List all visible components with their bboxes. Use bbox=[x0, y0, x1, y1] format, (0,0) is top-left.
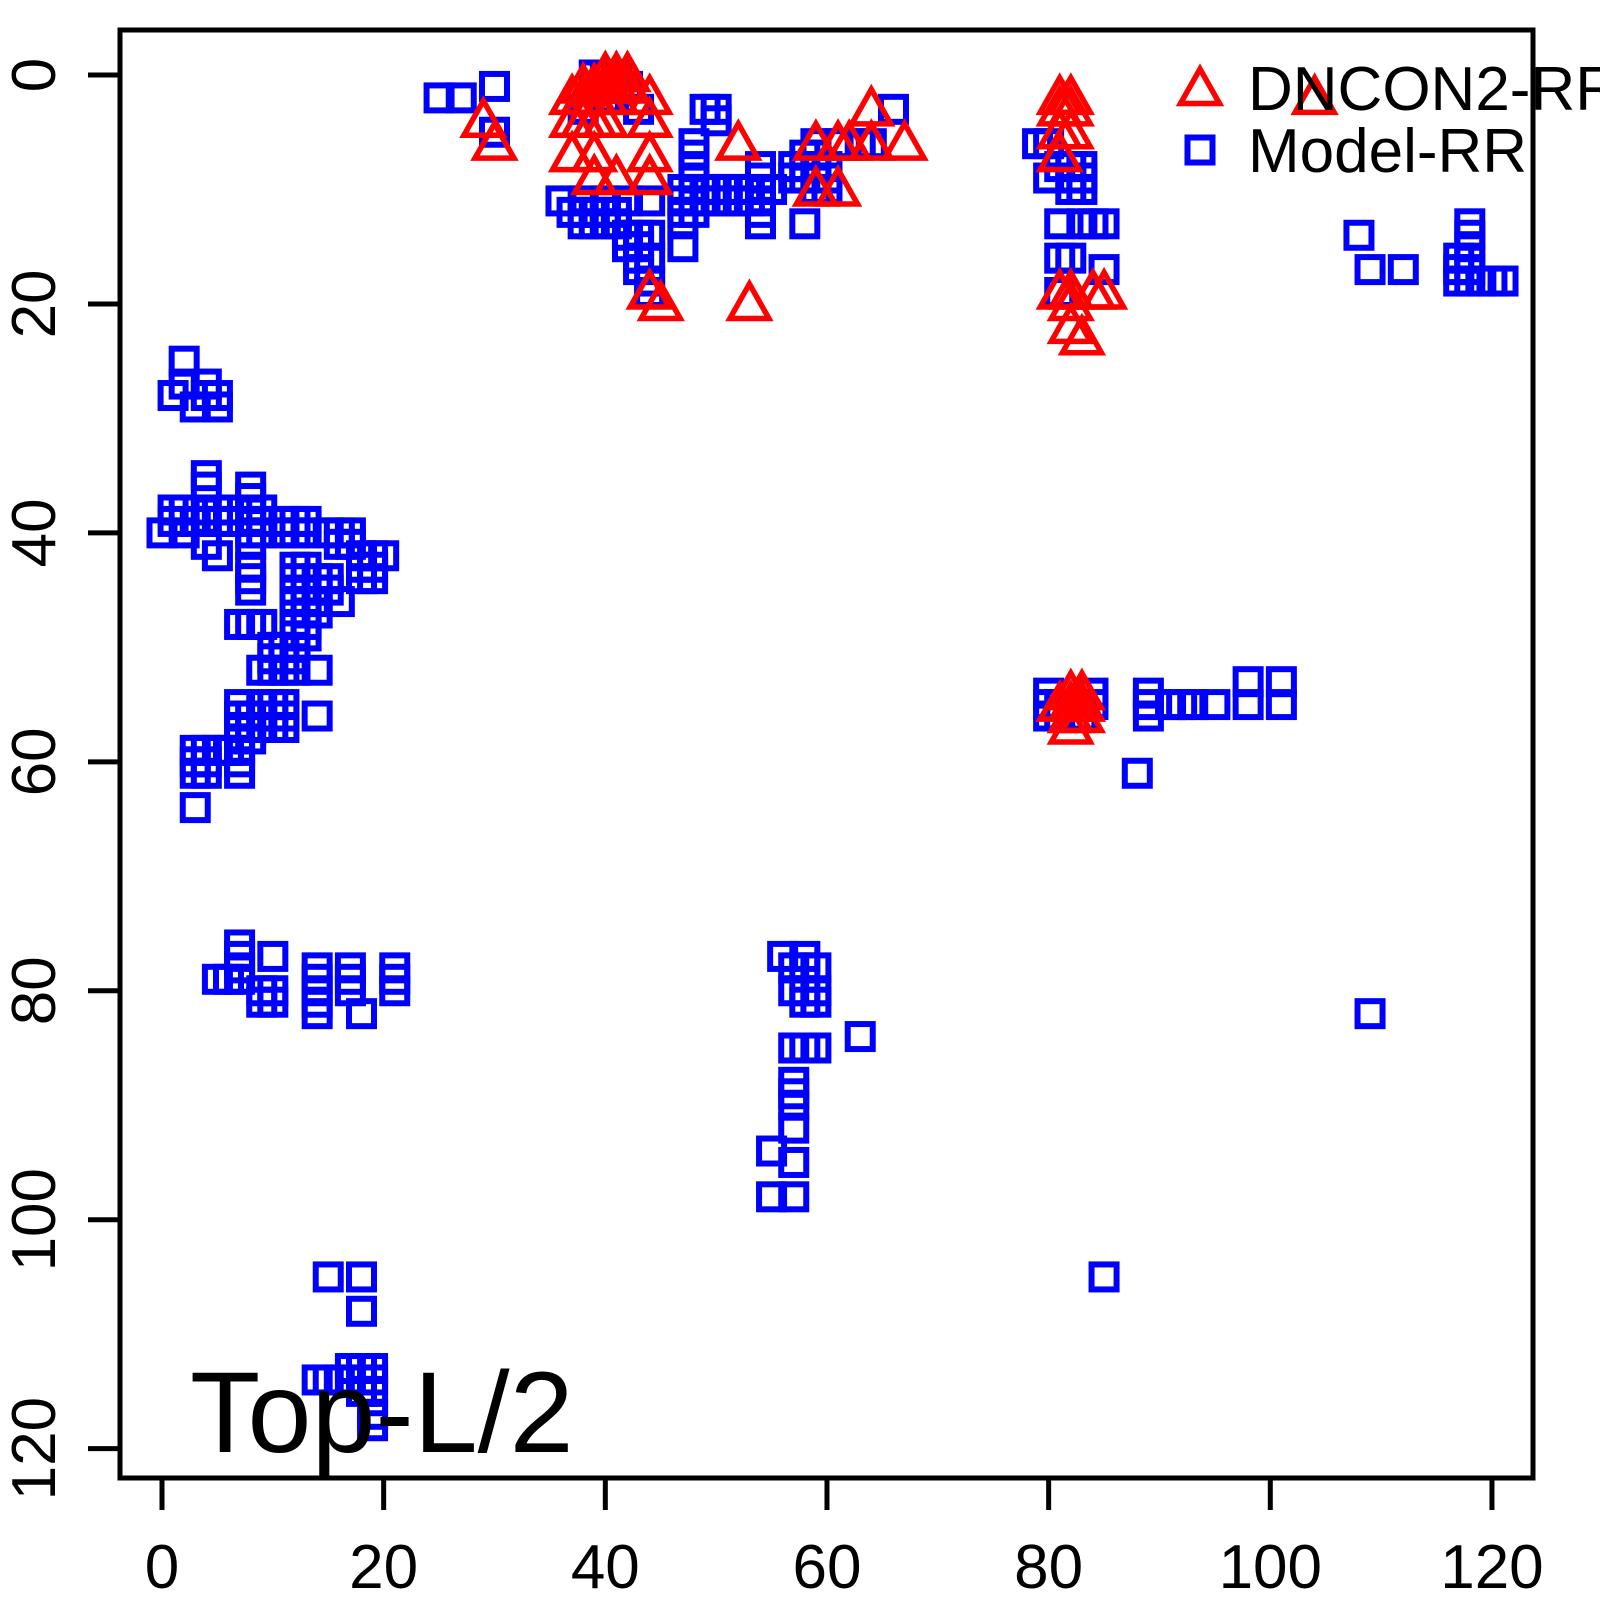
y-tick-label: 80 bbox=[0, 956, 69, 1025]
y-tick-label: 60 bbox=[0, 727, 69, 796]
square-marker bbox=[792, 211, 817, 236]
y-tick-label: 0 bbox=[0, 58, 69, 92]
dncon2-rr-points bbox=[464, 55, 1334, 742]
square-marker bbox=[1346, 223, 1371, 248]
square-marker bbox=[1391, 257, 1416, 282]
plot-annotation: Top-L/2 bbox=[190, 1349, 574, 1477]
square-marker bbox=[183, 795, 208, 820]
x-tick-label: 80 bbox=[1014, 1533, 1083, 1600]
square-marker bbox=[1358, 257, 1383, 282]
square-marker bbox=[349, 1264, 374, 1289]
triangle-marker bbox=[1062, 318, 1101, 353]
square-marker bbox=[305, 704, 330, 729]
triangle-marker bbox=[719, 124, 758, 159]
triangle-marker bbox=[630, 135, 669, 170]
triangle-marker bbox=[885, 124, 924, 159]
y-tick-label: 40 bbox=[0, 498, 69, 567]
y-tick-label: 20 bbox=[0, 269, 69, 338]
y-tick-label: 100 bbox=[0, 1168, 69, 1271]
legend-label-dncon2: DNCON2-RR bbox=[1248, 55, 1600, 124]
square-marker bbox=[260, 944, 285, 969]
square-marker bbox=[349, 1299, 374, 1324]
legend-triangle-icon bbox=[1181, 69, 1220, 104]
square-marker bbox=[848, 1024, 873, 1049]
x-tick-label: 40 bbox=[571, 1533, 640, 1600]
y-tick-label: 120 bbox=[0, 1397, 69, 1500]
legend-label-model: Model-RR bbox=[1248, 117, 1527, 186]
x-tick-label: 60 bbox=[792, 1533, 861, 1600]
legend-square-icon bbox=[1188, 138, 1213, 163]
legend: DNCON2-RR Model-RR bbox=[1181, 55, 1600, 186]
plot-box bbox=[120, 30, 1533, 1478]
x-axis: 0 20 40 60 80 100 120 bbox=[145, 1478, 1544, 1600]
square-marker bbox=[316, 1264, 341, 1289]
model-rr-points bbox=[150, 63, 1516, 1439]
x-tick-label: 120 bbox=[1440, 1533, 1543, 1600]
triangle-marker bbox=[730, 284, 769, 319]
square-marker bbox=[482, 74, 507, 99]
square-marker bbox=[1125, 761, 1150, 786]
square-marker bbox=[1358, 1001, 1383, 1026]
x-tick-label: 20 bbox=[349, 1533, 418, 1600]
y-axis: 0 20 40 60 80 100 120 bbox=[0, 58, 120, 1501]
x-tick-label: 100 bbox=[1219, 1533, 1322, 1600]
x-tick-label: 0 bbox=[145, 1533, 179, 1600]
square-marker bbox=[1092, 1264, 1117, 1289]
